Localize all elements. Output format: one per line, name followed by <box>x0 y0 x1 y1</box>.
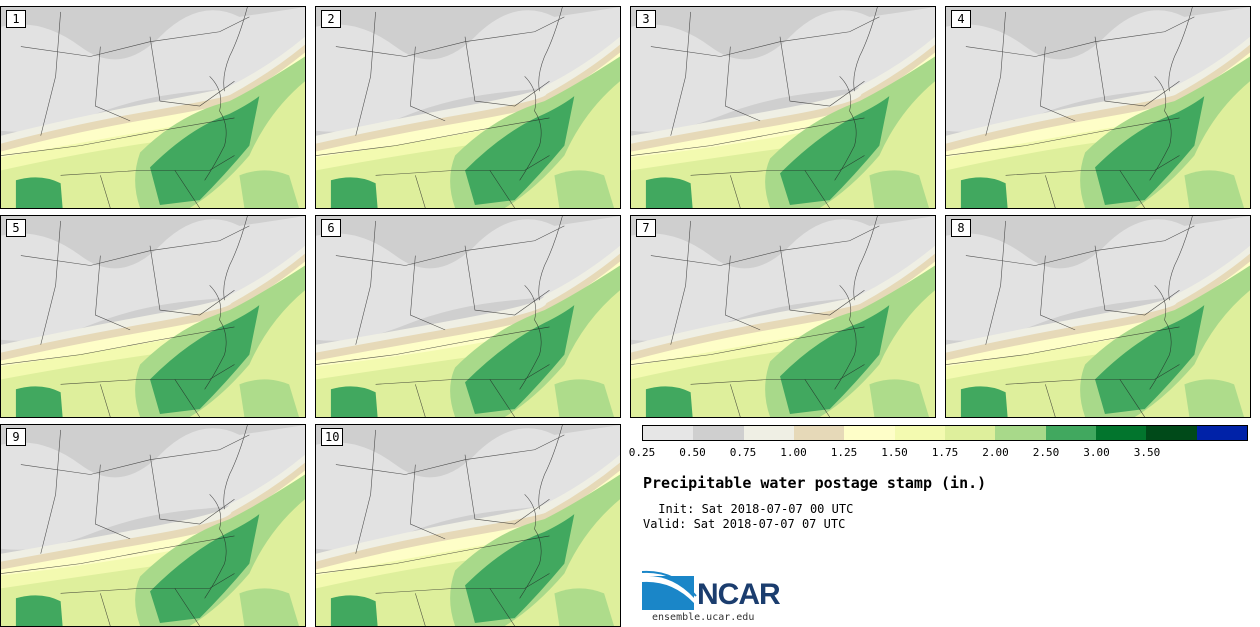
legend-swatch <box>743 426 794 440</box>
color-legend-bar <box>642 425 1248 441</box>
legend-swatch <box>693 426 744 440</box>
legend-tick-label: 3.50 <box>1133 446 1161 459</box>
legend-swatch <box>643 426 694 440</box>
legend-swatch <box>894 426 945 440</box>
legend-swatch <box>995 426 1046 440</box>
legend-tick-label: 2.00 <box>982 446 1009 459</box>
ensemble-member-map: 6 <box>315 215 621 418</box>
member-number-label: 6 <box>321 219 341 237</box>
legend-swatch <box>1146 426 1197 440</box>
legend-tick-label: 2.50 <box>1032 446 1060 459</box>
legend-tick-label: 1.25 <box>830 446 858 459</box>
legend-tick-label: 0.50 <box>679 446 706 459</box>
ensemble-member-map: 5 <box>0 215 306 418</box>
legend-swatch <box>1095 426 1147 440</box>
init-time: Init: Sat 2018-07-07 00 UTC <box>651 502 854 516</box>
legend-swatch <box>944 426 996 440</box>
member-number-label: 10 <box>321 428 344 446</box>
chart-title: Precipitable water postage stamp (in.) <box>643 474 987 492</box>
legend-swatch <box>793 426 845 440</box>
ncar-logo-text: NCAR <box>697 578 781 611</box>
legend-tick-label: 1.50 <box>881 446 908 459</box>
ensemble-member-map: 4 <box>945 6 1251 209</box>
legend-swatch <box>844 426 895 440</box>
legend-tick-label: 0.75 <box>729 446 757 459</box>
ensemble-member-map: 2 <box>315 6 621 209</box>
legend-tick-label: 0.25 <box>628 446 656 459</box>
legend-tick-label: 1.00 <box>780 446 807 459</box>
member-number-label: 1 <box>6 10 26 28</box>
member-number-label: 7 <box>636 219 656 237</box>
website-url: ensemble.ucar.edu <box>652 612 755 623</box>
legend-swatch <box>1196 426 1247 440</box>
member-number-label: 5 <box>6 219 26 237</box>
ncar-logo-icon <box>642 570 697 610</box>
member-number-label: 3 <box>636 10 656 28</box>
member-number-label: 2 <box>321 10 341 28</box>
ensemble-member-map: 3 <box>630 6 936 209</box>
ensemble-member-map: 7 <box>630 215 936 418</box>
legend-tick-label: 3.00 <box>1083 446 1110 459</box>
legend-swatch <box>1045 426 1096 440</box>
ensemble-member-map: 9 <box>0 424 306 627</box>
legend-tick-label: 1.75 <box>931 446 959 459</box>
member-number-label: 9 <box>6 428 26 446</box>
member-number-label: 4 <box>951 10 971 28</box>
legend-tick-labels: 0.25 0.50 0.75 1.00 1.25 1.50 1.75 2.00 2.50 3.00… <box>628 446 1260 462</box>
valid-time: Valid: Sat 2018-07-07 07 UTC <box>643 517 846 531</box>
ensemble-member-map: 8 <box>945 215 1251 418</box>
ensemble-member-map: 1 <box>0 6 306 209</box>
member-number-label: 8 <box>951 219 971 237</box>
ensemble-member-map: 10 <box>315 424 621 627</box>
